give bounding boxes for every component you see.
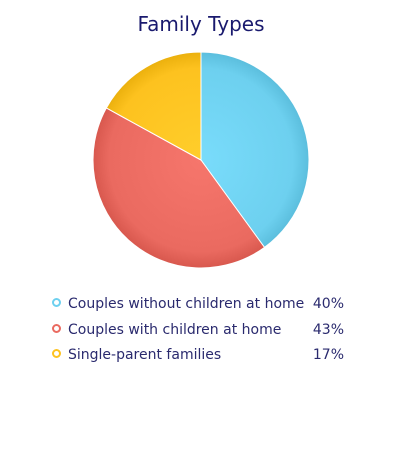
legend-item-single-parent-families[interactable]: Single-parent families 17% [52, 345, 352, 371]
legend-item-couples-without-children[interactable]: Couples without children at home 40% [52, 294, 352, 320]
pie-slice-single-parent-families[interactable] [105, 51, 202, 161]
legend-label: Couples without children at home [68, 296, 305, 312]
legend-marker [52, 298, 61, 307]
pie-slice-couples-without-children-at-home[interactable] [200, 51, 310, 249]
legend-value: 43% [312, 321, 344, 338]
chart-legend: Couples without children at home 40% Cou… [52, 294, 352, 371]
legend-marker [52, 323, 61, 333]
legend-label: Couples with children at home [68, 321, 282, 338]
pie-slice-couples-with-children-at-home[interactable] [92, 107, 266, 269]
legend-label: Single-parent families [68, 347, 222, 363]
legend-value: 17% [312, 347, 344, 363]
chart-title: Family Types [137, 12, 265, 36]
legend-marker [52, 349, 61, 358]
pie-chart [92, 51, 310, 269]
legend-value: 40% [312, 296, 344, 312]
legend-item-couples-with-children[interactable]: Couples with children at home 43% [52, 320, 352, 346]
